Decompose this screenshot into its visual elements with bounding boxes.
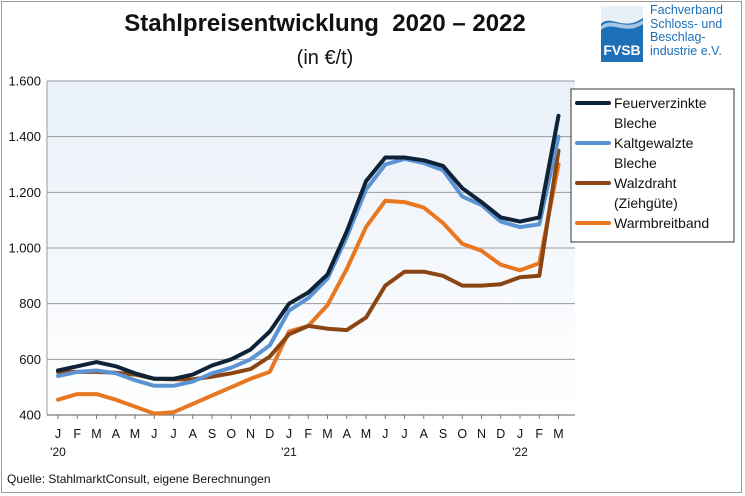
x-tick-label: O (457, 427, 467, 441)
y-tick-label: 600 (19, 352, 41, 367)
x-tick-label: F (535, 427, 543, 441)
x-tick-label: O (226, 427, 236, 441)
x-tick-label: D (265, 427, 274, 441)
org-line: industrie e.V. (650, 43, 722, 58)
legend-box (570, 88, 735, 243)
source-note: Quelle: StahlmarktConsult, eigene Berech… (7, 472, 271, 486)
x-tick-label: J (286, 427, 292, 441)
x-tick-label: J (517, 427, 523, 441)
fvsb-logo: FVSB (601, 6, 643, 62)
x-tick-label: J (382, 427, 388, 441)
x-tick-label: F (304, 427, 312, 441)
series-line (56, 113, 561, 381)
legend-label: Warmbreitband (614, 215, 709, 231)
x-tick-label: F (73, 427, 81, 441)
x-year-label: '22 (512, 445, 528, 459)
x-tick-label: A (189, 427, 198, 441)
legend-label: Walzdraht (614, 175, 677, 191)
y-tick-label: 1.600 (8, 74, 41, 89)
legend-label: Bleche (614, 155, 657, 171)
x-tick-label: D (496, 427, 505, 441)
organization-name: Fachverband Schloss- und Beschlag- indus… (650, 3, 745, 58)
chart-title: Stahlpreisentwicklung 2020 – 2022 (124, 10, 526, 37)
y-tick-label: 1.000 (8, 241, 41, 256)
y-tick-label: 1.200 (8, 185, 41, 200)
legend-label: Bleche (614, 115, 657, 131)
y-tick-label: 1.400 (8, 129, 41, 144)
x-year-label: '20 (50, 445, 66, 459)
x-tick-label: N (246, 427, 255, 441)
legend-label: (Ziehgüte) (614, 195, 678, 211)
x-year-label: '21 (281, 445, 297, 459)
legend-label: Kaltgewalzte (614, 135, 694, 151)
y-tick-label: 800 (19, 296, 41, 311)
x-tick-label: J (151, 427, 157, 441)
x-tick-label: M (130, 427, 140, 441)
x-tick-label: A (343, 427, 352, 441)
chart-subtitle: (in €/t) (296, 47, 354, 69)
x-tick-label: M (361, 427, 371, 441)
x-tick-label: J (401, 427, 407, 441)
series-line (56, 134, 561, 388)
y-tick-label: 400 (19, 408, 41, 423)
legend-label: Feuerverzinkte (614, 95, 707, 111)
x-tick-label: N (477, 427, 486, 441)
x-tick-label: S (208, 427, 216, 441)
x-tick-label: J (170, 427, 176, 441)
x-tick-label: A (420, 427, 429, 441)
logo-wave-icon (601, 6, 643, 30)
org-line: Fachverband (650, 3, 723, 17)
x-tick-label: M (322, 427, 332, 441)
org-line: Beschlag- (650, 30, 706, 44)
x-tick-label: M (91, 427, 101, 441)
x-tick-label: M (553, 427, 563, 441)
x-tick-label: A (112, 427, 121, 441)
x-tick-label: J (55, 427, 61, 441)
logo-abbr: FVSB (603, 42, 641, 58)
org-line: Schloss- und (650, 16, 723, 31)
x-tick-label: S (439, 427, 447, 441)
